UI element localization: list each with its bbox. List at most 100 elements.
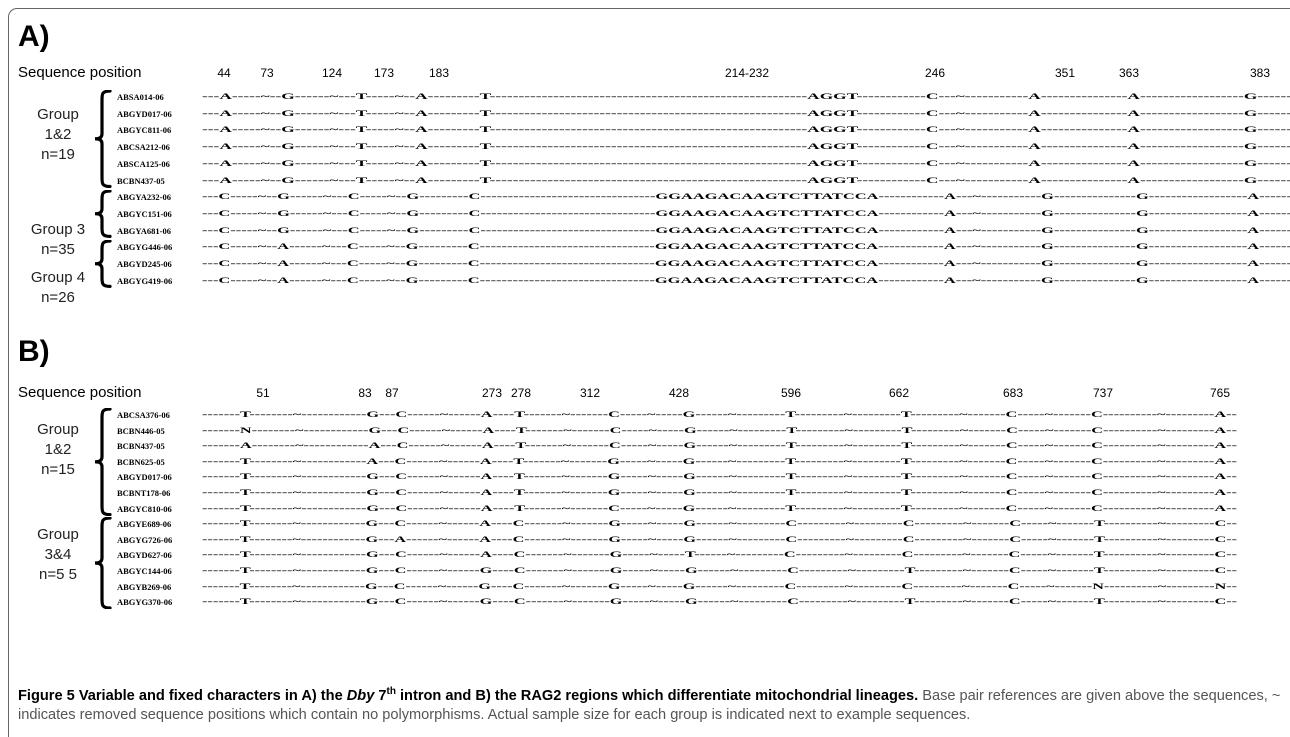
sample-id: ABSCA125-06 [117,158,170,169]
group-brace-path [94,408,112,516]
group-brace [94,517,112,610]
sample-id: ABGYG419-06 [117,275,173,286]
position-marker: 44 [217,66,231,80]
aligned-sequence: ---A-----~--G------~---T-----~--A-------… [202,92,1290,101]
aligned-sequence: -------T--------~------------G---C------… [202,503,1238,513]
group-label: Group 1&2 n=15 [20,420,96,480]
position-marker: 662 [888,386,910,400]
position-marker: 428 [668,386,690,400]
sample-id: ABGYD627-06 [117,550,172,561]
group-brace [94,240,112,288]
group-label-line: 1&2 [44,441,72,458]
sample-id: ABCSA376-06 [117,410,170,420]
group-label-line: 3&4 [44,546,72,563]
position-marker: 765 [1209,386,1231,400]
position-marker: 183 [428,66,450,80]
caption-title-number: 7 [374,687,387,704]
caption-body: Base pair references are given above the… [18,687,1281,723]
sample-id: ABGYB269-06 [117,581,172,592]
sample-id: ABCSA212-06 [117,142,170,153]
sample-id: ABGYA232-06 [117,192,171,203]
aligned-sequence: ---A-----~--G------~---T-----~--A-------… [202,175,1290,185]
caption-title-part: Figure 5 Variable and fixed characters i… [18,687,347,704]
group-label-line: n=35 [41,241,75,258]
group-label: Group 3 n=35 [20,220,96,260]
sample-id: BCBNT178-06 [117,488,171,498]
aligned-sequence: ---A-----~--G------~---T-----~--A-------… [202,158,1290,168]
aligned-sequence: -------T--------~------------A---C------… [202,456,1238,466]
position-marker: 363 [1118,66,1140,80]
aligned-sequence: ---C-----~--G------~---C-----~--G-------… [202,192,1290,202]
sequence-position-label: Sequence position [18,64,142,81]
sample-id: ABGYC144-06 [117,566,172,576]
aligned-sequence: ---A-----~--G------~---T-----~--A-------… [202,108,1290,118]
position-marker: 278 [510,386,532,400]
position-marker: 383 [1249,66,1271,80]
sample-id: ABGYD017-06 [117,472,172,483]
sample-id: ABGYC151-06 [117,208,172,219]
panel-b-label: B) [18,335,50,368]
sample-id: ABGYC811-06 [117,125,172,136]
group-brace [94,90,112,188]
group-label: Group 3&4 n=5 5 [20,525,96,585]
sample-id: ABGYA681-06 [117,225,171,236]
position-marker: 312 [579,386,601,400]
aligned-sequence: -------T--------~------------G---C------… [202,550,1238,560]
group-label-line: n=15 [41,461,75,478]
sample-id: ABGYD245-06 [117,259,172,269]
position-marker: 596 [780,386,802,400]
sample-id: ABGYG726-06 [117,534,173,545]
sample-id: ABGYC810-06 [117,503,172,514]
position-marker: 351 [1054,66,1076,80]
sample-id: BCBN625-05 [117,456,165,467]
group-brace-path [94,240,112,288]
group-label-line: Group [37,106,79,123]
figure-frame [8,8,1290,737]
panel-a-label: A) [18,20,50,53]
aligned-sequence: ---C-----~--A------~---C-----~--G-------… [202,242,1290,252]
group-brace-path [94,517,112,610]
group-label: Group 1&2 n=19 [20,105,96,165]
group-label-line: n=19 [41,146,75,163]
caption-title-superscript: th [386,686,396,697]
sample-id: BCBN446-05 [117,425,165,436]
group-label-line: 1&2 [44,126,72,143]
position-marker: 273 [481,386,503,400]
sample-id: ABSA014-06 [117,92,164,102]
group-brace [94,190,112,238]
group-label-line: Group 3 [30,221,86,238]
sample-id: ABGYG370-06 [117,597,173,608]
group-label: Group 4 n=26 [20,268,96,308]
aligned-sequence: -------N--------~------------G---C------… [202,425,1238,435]
caption-gene-name: Dby [346,687,375,704]
position-marker: 214-232 [724,66,770,80]
position-marker: 683 [1002,386,1024,400]
group-label-line: n=26 [41,289,75,306]
position-marker: 246 [924,66,946,80]
aligned-sequence: -------T--------~------------G---C------… [202,488,1237,497]
group-brace-path [94,190,112,238]
aligned-sequence: ---C-----~--A------~---C-----~--G-------… [202,259,1290,268]
figure-caption: Figure 5 Variable and fixed characters i… [18,682,1284,725]
aligned-sequence: ---C-----~--G------~---C-----~--G-------… [202,208,1290,218]
position-marker: 51 [256,386,270,400]
position-marker: 73 [260,66,274,80]
aligned-sequence: -------T--------~------------G---C------… [202,566,1238,575]
aligned-sequence: -------T--------~------------G---C------… [202,597,1238,607]
aligned-sequence: -------T--------~------------G---C------… [202,410,1238,419]
position-marker: 124 [321,66,343,80]
group-label-line: n=5 5 [39,566,77,583]
aligned-sequence: -------T--------~------------G---C------… [202,581,1238,591]
aligned-sequence: ---A-----~--G------~---T-----~--A-------… [202,142,1290,152]
sample-id: ABGYE689-06 [117,519,172,530]
group-brace [94,408,112,516]
aligned-sequence: -------T--------~------------G---A------… [202,534,1238,544]
aligned-sequence: -------T--------~------------G---C------… [202,472,1237,482]
group-label-line: Group [37,421,79,438]
sample-id: ABGYG446-06 [117,242,173,253]
aligned-sequence: ---C-----~--A------~---C-----~--G-------… [202,275,1290,285]
caption-title-rest: intron and B) the RAG2 regions which dif… [395,687,919,704]
sample-id: BCBN437-05 [117,441,165,452]
group-label-line: Group [37,526,79,543]
caption-title: Figure 5 Variable and fixed characters i… [18,686,919,704]
